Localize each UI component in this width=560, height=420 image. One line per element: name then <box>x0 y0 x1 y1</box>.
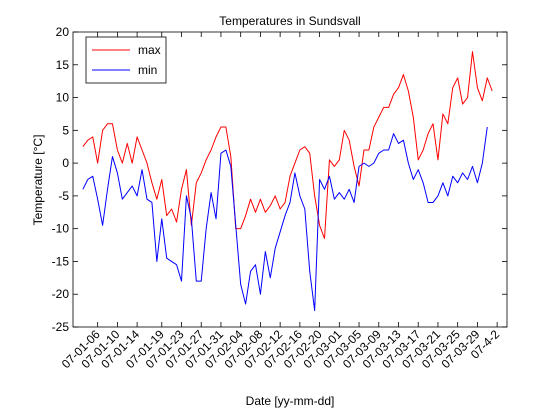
y-tick-label: 20 <box>56 25 70 39</box>
y-tick-label: 15 <box>56 58 70 72</box>
y-tick-label: -15 <box>52 254 70 268</box>
plot-frame <box>72 31 508 328</box>
chart-title: Temperatures in Sundsvall <box>219 14 360 28</box>
y-tick-label: -5 <box>58 189 69 203</box>
y-tick-label: -20 <box>52 287 70 301</box>
y-tick-label: 5 <box>62 123 69 137</box>
legend: max min <box>85 36 167 84</box>
legend-label-max: max <box>138 43 161 57</box>
x-axis-label: Date [yy-mm-dd] <box>246 394 335 408</box>
y-tick-label: -10 <box>52 222 70 236</box>
y-tick-label: 0 <box>62 156 69 170</box>
y-axis-label: Temperature [°C] <box>31 135 45 226</box>
y-tick-label: 10 <box>56 91 70 105</box>
legend-label-min: min <box>138 63 157 77</box>
legend-box <box>85 36 167 84</box>
series-line-min <box>82 126 488 312</box>
series-layer <box>82 51 493 312</box>
series-line-max <box>82 51 493 239</box>
y-tick-label: -25 <box>52 320 70 334</box>
tick-layer: -25-20-15-10-50510152007-01-0607-01-1007… <box>52 25 507 371</box>
